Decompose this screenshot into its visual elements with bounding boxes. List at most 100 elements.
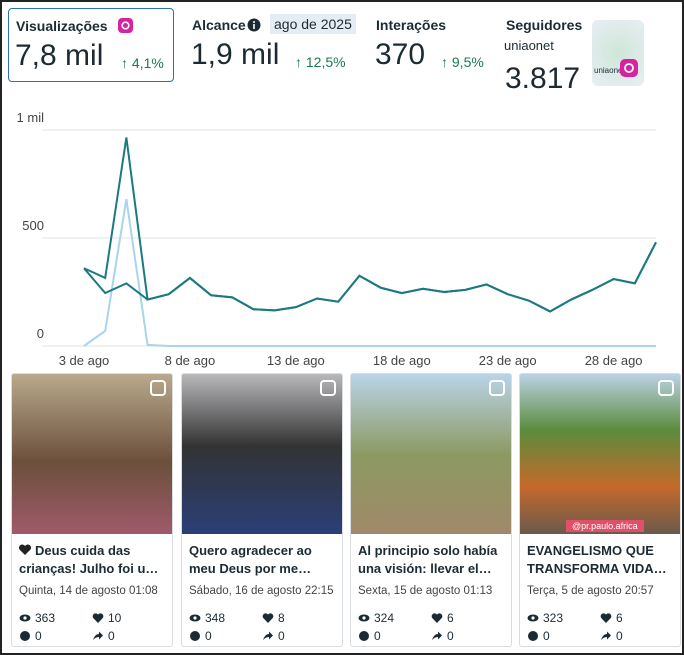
post-card[interactable]: Quero agradecer ao meu Deus por me… Sábad… (181, 373, 343, 647)
stat-icon (432, 631, 442, 640)
y-tick-label: 1 mil (17, 110, 45, 125)
stat-icon (92, 613, 104, 623)
post-title-text: Deus cuida das crianças! Julho foi u… (19, 543, 159, 576)
data-line (83, 198, 656, 347)
reel-icon (150, 380, 166, 396)
stat-value: 323 (543, 611, 564, 625)
stat-value: 348 (205, 611, 226, 625)
post-date: Terça, 5 de agosto 20:57 (527, 585, 654, 597)
reel-icon (320, 380, 336, 396)
metric-label: Visualizações (16, 18, 108, 34)
post-title-text: Al principio solo había una visión: llev… (358, 543, 498, 576)
post-stat: 324 (358, 611, 394, 625)
heart-emoji (19, 544, 31, 555)
info-icon[interactable] (247, 18, 261, 32)
post-card[interactable]: Deus cuida das crianças! Julho foi u… Qui… (11, 373, 173, 647)
stat-value: 10 (108, 611, 122, 625)
stat-icon (263, 631, 273, 640)
post-stat: 0 (92, 629, 115, 643)
post-stat: 348 (189, 611, 225, 625)
metric-card[interactable]: Alcance 1,9 mil ↑ 12,5% (185, 8, 365, 82)
stat-icon (358, 614, 370, 622)
stat-icon (190, 631, 200, 641)
post-stat: 363 (19, 611, 55, 625)
stat-value: 0 (616, 629, 623, 643)
post-title: Quero agradecer ao meu Deus por me… (189, 542, 341, 578)
data-line (83, 137, 657, 313)
post-title: Al principio solo había una visión: llev… (358, 542, 510, 578)
stat-icon (262, 613, 274, 623)
stat-icon (527, 614, 539, 622)
stat-value: 8 (278, 611, 285, 625)
metric-label: Alcance (192, 17, 246, 33)
stat-value: 0 (35, 629, 42, 643)
post-thumbnail: @pr.paulo.africa (520, 374, 680, 534)
stat-value: 0 (447, 629, 454, 643)
metric-card[interactable]: Interações 370 ↑ 9,5% (369, 8, 499, 82)
post-stat: 0 (527, 629, 550, 643)
post-stat: 0 (431, 629, 454, 643)
stat-value: 0 (374, 629, 381, 643)
metric-card[interactable]: Visualizações 7,8 mil ↑ 4,1% (8, 8, 174, 82)
post-date: Quinta, 14 de agosto 01:08 (19, 585, 158, 597)
stat-value: 0 (108, 629, 115, 643)
post-stat: 323 (527, 611, 563, 625)
metric-value: 7,8 mil (15, 39, 104, 72)
stat-icon (431, 613, 443, 623)
watermark: @pr.paulo.africa (566, 520, 644, 532)
post-stat: 10 (92, 611, 121, 625)
reel-icon (489, 380, 505, 396)
post-title: EVANGELISMO QUE TRANSFORMA VIDA… (527, 542, 679, 578)
post-thumbnail (12, 374, 172, 534)
metric-change: ↑ 4,1% (121, 55, 164, 71)
stat-icon (20, 631, 30, 641)
post-date: Sábado, 16 de agosto 22:15 (189, 585, 334, 597)
post-card[interactable]: Al principio solo había una visión: llev… (350, 373, 512, 647)
account-name: uniaonet (504, 38, 554, 53)
post-thumbnail (182, 374, 342, 534)
change-value: 12,5% (305, 54, 346, 70)
stat-icon (189, 614, 201, 622)
post-stat: 6 (600, 611, 623, 625)
stat-icon (600, 613, 612, 623)
metric-card[interactable]: Seguidores uniaonet 3.817 uniaonet (499, 8, 679, 98)
metric-value: 3.817 (505, 62, 581, 95)
stat-icon (528, 631, 538, 641)
stat-value: 0 (543, 629, 550, 643)
avatar-text: uniaonet (594, 66, 625, 75)
line-chart: 0 500 1 mil 3 de ago 8 de ago 13 de ago 18 de … (17, 110, 657, 368)
post-title-text: Quero agradecer ao meu Deus por me… (189, 543, 312, 576)
x-tick-label: 13 de ago (267, 353, 325, 368)
x-tick-label: 23 de ago (479, 353, 537, 368)
post-stat: 0 (262, 629, 285, 643)
stat-icon (601, 631, 611, 640)
stat-icon (19, 614, 31, 622)
x-tick-label: 18 de ago (373, 353, 431, 368)
post-title: Deus cuida das crianças! Julho foi u… (19, 542, 171, 578)
stat-value: 324 (374, 611, 395, 625)
x-tick-label: 3 de ago (59, 353, 110, 368)
stat-value: 0 (205, 629, 212, 643)
change-value: 4,1% (131, 55, 164, 71)
stat-icon (359, 631, 369, 641)
metric-change: ↑ 12,5% (295, 54, 346, 70)
metric-label: Interações (376, 17, 447, 33)
stat-value: 0 (278, 629, 285, 643)
post-stat: 0 (19, 629, 42, 643)
stat-icon (93, 631, 103, 640)
instagram-icon (118, 18, 133, 33)
metric-value: 370 (375, 38, 426, 71)
post-stat: 8 (262, 611, 285, 625)
tooltip: ago de 2025 (270, 14, 356, 34)
y-tick-label: 500 (22, 218, 44, 233)
post-card[interactable]: @pr.paulo.africa EVANGELISMO QUE TRANSFOR… (519, 373, 681, 647)
post-date: Sexta, 15 de agosto 01:13 (358, 585, 493, 597)
stat-value: 6 (447, 611, 454, 625)
reel-icon (658, 380, 674, 396)
x-tick-label: 8 de ago (165, 353, 216, 368)
post-title-text: EVANGELISMO QUE TRANSFORMA VIDA… (527, 543, 667, 576)
change-value: 9,5% (451, 54, 484, 70)
post-stat: 0 (600, 629, 623, 643)
metric-label: Seguidores (506, 17, 583, 33)
